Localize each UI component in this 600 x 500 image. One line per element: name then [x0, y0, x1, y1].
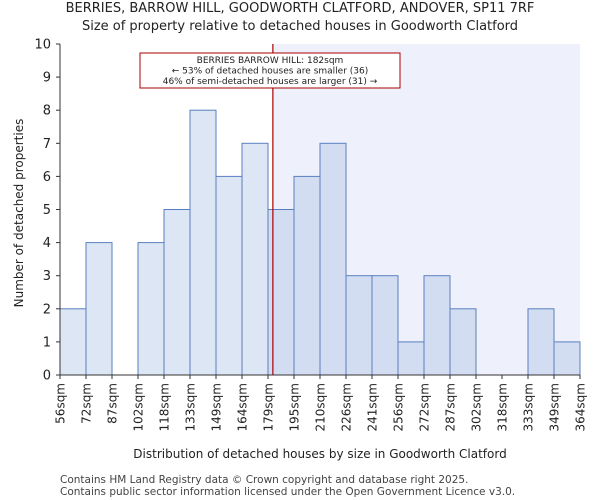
x-tick-label-179sqm: 179sqm — [262, 383, 276, 431]
x-tick-label-195sqm: 195sqm — [288, 383, 302, 431]
bar-195sqm — [293, 175, 321, 376]
x-tick-label-164sqm: 164sqm — [236, 383, 250, 431]
bar-333sqm — [527, 308, 555, 376]
x-tick-label-87sqm: 87sqm — [106, 383, 120, 424]
y-tick-label-8: 8 — [43, 104, 51, 119]
x-tick-label-256sqm: 256sqm — [392, 383, 406, 431]
bar-164sqm — [241, 142, 269, 376]
x-tick-label-210sqm: 210sqm — [314, 383, 328, 431]
bar-349sqm — [553, 341, 581, 376]
y-tick-label-7: 7 — [43, 137, 51, 152]
bar-179sqm — [267, 209, 295, 376]
bar-210sqm — [319, 142, 347, 376]
x-tick-label-349sqm: 349sqm — [548, 383, 562, 431]
footer-line-2: Contains public sector information licen… — [60, 486, 516, 498]
x-tick-label-364sqm: 364sqm — [574, 383, 588, 431]
y-tick-label-2: 2 — [43, 302, 51, 317]
annotation-line-2: ← 53% of detached houses are smaller (36… — [172, 67, 369, 77]
bar-287sqm — [449, 308, 477, 376]
footer-line-1: Contains HM Land Registry data © Crown c… — [60, 474, 469, 486]
bar-256sqm — [397, 341, 425, 376]
x-tick-label-118sqm: 118sqm — [158, 383, 172, 431]
x-tick-label-56sqm: 56sqm — [54, 383, 68, 424]
annotation-box — [139, 52, 401, 89]
chart-subtitle: Size of property relative to detached ho… — [81, 19, 519, 34]
x-tick-label-149sqm: 149sqm — [210, 383, 224, 431]
y-tick-label-5: 5 — [43, 203, 51, 218]
y-tick-label-3: 3 — [43, 269, 51, 284]
x-tick-label-333sqm: 333sqm — [522, 383, 536, 431]
annotation-line-1: BERRIES BARROW HILL: 182sqm — [197, 56, 344, 66]
bar-118sqm — [163, 209, 191, 376]
x-axis-label: Distribution of detached houses by size … — [133, 447, 507, 461]
y-tick-label-6: 6 — [43, 170, 51, 185]
bar-226sqm — [345, 275, 373, 376]
bar-56sqm — [59, 308, 87, 376]
x-tick-label-302sqm: 302sqm — [470, 383, 484, 431]
y-tick-label-1: 1 — [43, 335, 51, 350]
y-tick-label-10: 10 — [34, 38, 51, 53]
y-axis-label: Number of detached properties — [12, 118, 26, 308]
bar-102sqm — [137, 242, 165, 376]
chart-title: BERRIES, BARROW HILL, GOODWORTH CLATFORD… — [65, 1, 535, 16]
bar-133sqm — [189, 109, 217, 376]
x-tick-label-72sqm: 72sqm — [80, 383, 94, 424]
y-tick-label-4: 4 — [43, 236, 51, 251]
x-tick-label-318sqm: 318sqm — [496, 383, 510, 431]
x-tick-label-102sqm: 102sqm — [132, 383, 146, 431]
x-tick-label-241sqm: 241sqm — [366, 383, 380, 431]
x-tick-label-287sqm: 287sqm — [444, 383, 458, 431]
y-tick-label-0: 0 — [43, 369, 51, 384]
bar-72sqm — [85, 242, 113, 376]
bar-272sqm — [423, 275, 451, 376]
annotation-line-3: 46% of semi-detached houses are larger (… — [163, 77, 378, 87]
x-tick-label-133sqm: 133sqm — [184, 383, 198, 431]
x-tick-label-226sqm: 226sqm — [340, 383, 354, 431]
bar-241sqm — [371, 275, 399, 376]
bar-149sqm — [215, 175, 243, 376]
y-tick-label-9: 9 — [43, 71, 51, 86]
x-tick-label-272sqm: 272sqm — [418, 383, 432, 431]
